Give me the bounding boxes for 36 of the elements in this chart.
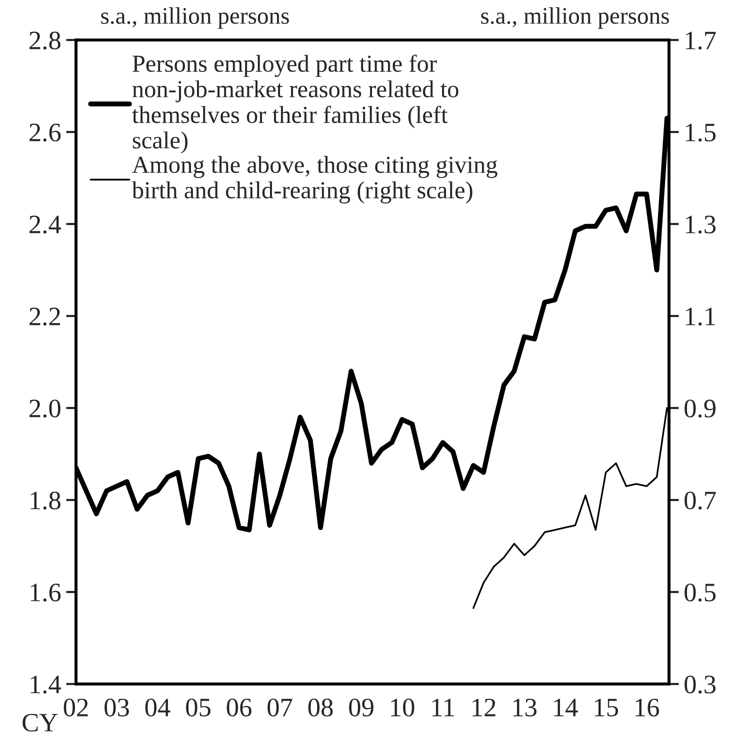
y-tick-label: 2.2 <box>30 308 60 326</box>
y2-tick-label: 1.5 <box>686 124 716 142</box>
x-tick-label: 02 <box>64 698 88 716</box>
y-axis-title: s.a., million persons <box>101 7 289 29</box>
y-tick-label: 2.4 <box>30 216 62 234</box>
y-tick-label: 2.0 <box>30 400 60 418</box>
y-tick-label: 1.6 <box>30 584 61 602</box>
x-tick-label: 16 <box>636 698 659 716</box>
x-tick-label: 10 <box>391 698 414 716</box>
x-tick-label: 12 <box>472 698 496 716</box>
x-tick-label: 14 <box>554 698 578 716</box>
x-tick-label: 11 <box>432 698 454 716</box>
y2-tick-label: 0.9 <box>684 400 716 418</box>
x-tick-label: 08 <box>308 698 333 716</box>
x-tick-label: 03 <box>104 698 129 716</box>
x-tick-label: 06 <box>226 698 252 716</box>
y2-tick-label: 1.1 <box>686 308 715 326</box>
y2-axis-title: s.a., million persons <box>481 7 669 29</box>
y2-tick-label: 0.7 <box>684 492 716 510</box>
y2-tick-label: 1.7 <box>686 32 716 50</box>
y2-tick-label: 1.3 <box>686 216 716 234</box>
x-tick-label: 07 <box>268 698 292 716</box>
y2-tick-label: 0.5 <box>684 584 716 602</box>
y-tick-label: 2.6 <box>30 124 61 142</box>
text: CY <box>22 714 58 732</box>
y2-tick-label: 0.3 <box>684 676 716 694</box>
y-tick-label: 1.8 <box>30 492 60 510</box>
x-tick-label: 05 <box>186 698 210 716</box>
x-tick-label: 13 <box>513 698 536 716</box>
y-tick-label: 2.8 <box>30 32 60 50</box>
legend-label: Among the above, those citing giving birth and child-rearing (right scale) <box>132 156 498 204</box>
legend-label: Persons employed part time for non-job-market reasons related to themselves or their families (left scale) <box>132 54 458 154</box>
x-tick-label: 15 <box>594 698 618 716</box>
x-tick-label: 09 <box>349 698 374 716</box>
x-tick-label: 04 <box>145 698 170 716</box>
y-tick-label: 1.4 <box>30 676 62 694</box>
